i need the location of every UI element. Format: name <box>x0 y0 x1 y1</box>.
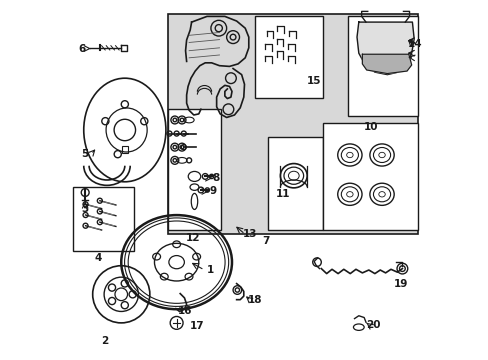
Polygon shape <box>356 22 413 75</box>
Text: 14: 14 <box>407 39 422 49</box>
Text: 5: 5 <box>81 149 88 159</box>
Text: 13: 13 <box>242 229 257 239</box>
Text: 20: 20 <box>365 320 380 330</box>
Bar <box>255 16 323 98</box>
Text: 1: 1 <box>206 265 214 275</box>
Text: 9: 9 <box>209 186 216 197</box>
Bar <box>167 14 417 234</box>
Text: 7: 7 <box>262 237 269 247</box>
Bar <box>323 123 417 230</box>
Bar <box>347 16 417 116</box>
Polygon shape <box>362 54 411 73</box>
Text: 4: 4 <box>94 253 102 263</box>
Bar <box>122 147 128 153</box>
Bar <box>167 109 221 230</box>
Text: 12: 12 <box>186 233 200 243</box>
Text: 19: 19 <box>393 279 407 289</box>
Text: 3: 3 <box>81 203 89 213</box>
Text: 10: 10 <box>363 122 377 132</box>
Text: 6: 6 <box>79 44 86 54</box>
Text: 17: 17 <box>190 321 204 331</box>
Text: 2: 2 <box>102 336 109 346</box>
Bar <box>73 187 134 251</box>
Text: 15: 15 <box>306 76 321 86</box>
Text: 8: 8 <box>212 173 219 183</box>
Bar <box>267 137 323 230</box>
Text: 11: 11 <box>276 189 290 199</box>
Text: 18: 18 <box>247 295 262 305</box>
Text: 16: 16 <box>177 306 192 316</box>
